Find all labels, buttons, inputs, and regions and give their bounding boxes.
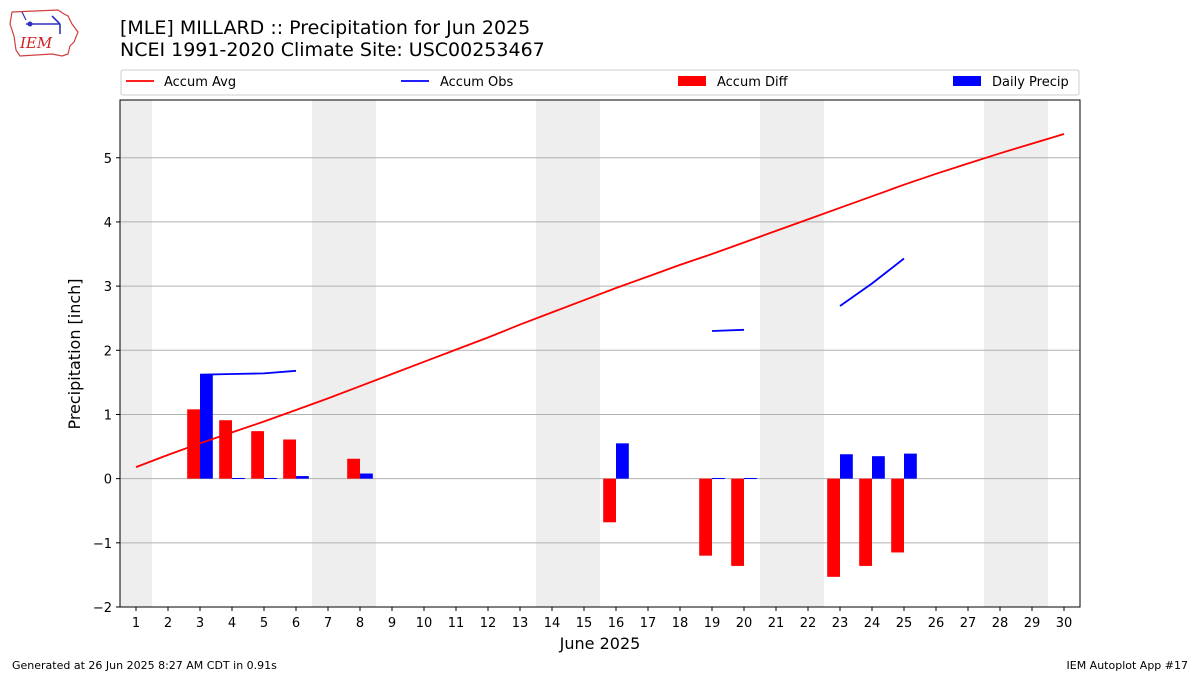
accum-diff-bar	[731, 478, 744, 566]
x-tick-label: 11	[448, 616, 465, 631]
x-tick-label: 1	[132, 616, 140, 631]
y-tick-label: 3	[104, 280, 112, 295]
x-tick-label: 30	[1056, 616, 1073, 631]
accum-obs-line	[199, 369, 297, 376]
daily-precip-bar	[264, 478, 277, 480]
logo-text: IEM	[19, 34, 53, 52]
legend-daily-precip: Daily Precip	[992, 75, 1069, 90]
accum-diff-bar	[699, 478, 712, 556]
accum-obs-line	[839, 257, 905, 307]
y-tick-label: −2	[93, 601, 112, 616]
chart-subtitle: NCEI 1991-2020 Climate Site: USC00253467	[120, 39, 545, 61]
x-tick-label: 12	[480, 616, 497, 631]
accum-diff-bar	[283, 439, 296, 479]
daily-precip-bar	[840, 454, 853, 479]
legend-accum-avg: Accum Avg	[164, 75, 236, 90]
daily-precip-bar	[360, 473, 373, 479]
legend-daily-precip-swatch	[953, 76, 981, 86]
accum-diff-bar	[187, 409, 200, 479]
x-tick-label: 9	[388, 616, 396, 631]
weekend-shading	[120, 100, 1048, 607]
weekend-band	[312, 100, 376, 607]
x-tick-label: 22	[800, 616, 817, 631]
x-tick-label: 4	[228, 616, 236, 631]
x-tick-label: 29	[1024, 616, 1041, 631]
weekend-band	[120, 100, 152, 607]
x-tick-label: 8	[356, 616, 364, 631]
x-tick-label: 16	[608, 616, 625, 631]
weekend-band	[760, 100, 824, 607]
accum-diff-bar	[603, 478, 616, 523]
x-tick-label: 14	[544, 616, 561, 631]
x-tick-label: 20	[736, 616, 753, 631]
x-tick-label: 28	[992, 616, 1009, 631]
chart-title: [MLE] MILLARD :: Precipitation for Jun 2…	[120, 17, 531, 39]
daily-precip-bar	[904, 453, 917, 479]
x-tick-label: 25	[896, 616, 913, 631]
legend-frame	[120, 69, 1080, 96]
x-tick-label: 26	[928, 616, 945, 631]
y-tick-label: 5	[104, 152, 112, 167]
y-tick-label: 2	[104, 344, 112, 359]
plot-frame	[119, 99, 1081, 608]
x-tick-label: 7	[324, 616, 332, 631]
accum-diff-bar	[251, 431, 264, 479]
x-axis-label: June 2025	[559, 634, 641, 653]
x-tick-label: 17	[640, 616, 657, 631]
accum-avg-line	[135, 133, 1065, 468]
legend-accum-diff-swatch	[678, 76, 706, 86]
accum-diff-bar	[219, 420, 232, 479]
y-tick-label: 1	[104, 408, 112, 423]
accum-diff-bar	[347, 458, 360, 479]
legend: Accum Avg Accum Obs Accum Diff Daily Pre…	[120, 69, 1080, 96]
x-tick-label: 10	[416, 616, 433, 631]
weekend-band	[536, 100, 600, 607]
x-tick-label: 24	[864, 616, 881, 631]
x-tick-label: 23	[832, 616, 849, 631]
x-tick-label: 27	[960, 616, 977, 631]
x-tick-label: 19	[704, 616, 721, 631]
x-tick-label: 21	[768, 616, 785, 631]
daily-precip-bar	[232, 478, 245, 480]
x-tick-label: 3	[196, 616, 204, 631]
generated-timestamp: Generated at 26 Jun 2025 8:27 AM CDT in …	[12, 659, 277, 672]
accum-diff-bar	[827, 478, 840, 577]
x-tick-label: 5	[260, 616, 268, 631]
y-tick-label: −1	[93, 537, 112, 552]
accum-diff-bar	[891, 478, 904, 553]
daily-precip-bar	[616, 443, 629, 479]
daily-precip-bar	[200, 374, 213, 479]
y-axis-label: Precipitation [inch]	[65, 278, 84, 429]
daily-precip-bar	[296, 476, 309, 479]
x-axis-ticks: 1 2 3 4 5 6 7 8 9 10 11 12 13 14 15 16 17 18 19 20 21 22 23 24 2…	[132, 607, 1072, 631]
x-tick-label: 6	[292, 616, 300, 631]
x-tick-label: 2	[164, 616, 172, 631]
x-tick-label: 15	[576, 616, 593, 631]
y-tick-label: 4	[104, 216, 112, 231]
legend-accum-obs: Accum Obs	[440, 75, 513, 90]
daily-precip-bar	[744, 478, 757, 480]
accum-diff-bar	[859, 478, 872, 566]
daily-precip-bar	[712, 478, 725, 480]
iem-logo: IEM	[8, 6, 80, 60]
x-tick-label: 18	[672, 616, 689, 631]
legend-accum-diff: Accum Diff	[717, 75, 789, 90]
accum-obs-line	[711, 328, 745, 332]
x-tick-label: 13	[512, 616, 529, 631]
y-tick-label: 0	[104, 473, 112, 488]
y-axis-ticks: −2 −1 0 1 2 3 4 5	[93, 152, 120, 616]
lines	[135, 133, 1065, 468]
daily-precip-bar	[872, 456, 885, 479]
weekend-band	[984, 100, 1048, 607]
app-label: IEM Autoplot App #17	[1066, 659, 1189, 672]
